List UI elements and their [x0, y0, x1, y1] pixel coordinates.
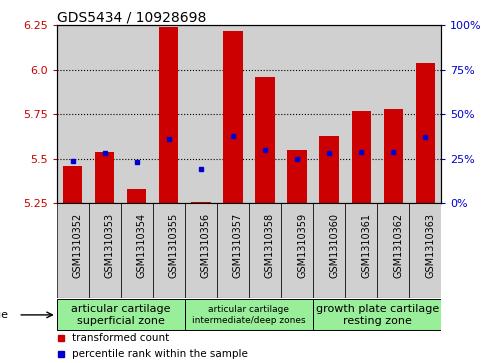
Bar [121, 25, 153, 203]
Bar [377, 25, 409, 203]
Text: articular cartilage
intermediate/deep zones: articular cartilage intermediate/deep zo… [192, 305, 306, 325]
Text: GSM1310355: GSM1310355 [169, 213, 179, 278]
Bar [281, 25, 313, 203]
Bar [377, 203, 409, 298]
Text: GSM1310361: GSM1310361 [361, 213, 371, 278]
Bar [416, 63, 435, 203]
Bar [63, 166, 82, 203]
Bar [313, 203, 345, 298]
Text: GSM1310354: GSM1310354 [137, 213, 147, 278]
Text: articular cartilage
superficial zone: articular cartilage superficial zone [71, 304, 171, 326]
Text: GSM1310352: GSM1310352 [73, 213, 83, 278]
Bar [57, 299, 185, 330]
Bar [153, 25, 185, 203]
Bar [409, 203, 441, 298]
Text: growth plate cartilage
resting zone: growth plate cartilage resting zone [316, 304, 439, 326]
Bar [352, 111, 371, 203]
Text: GSM1310358: GSM1310358 [265, 213, 275, 278]
Bar [217, 203, 249, 298]
Text: GSM1310362: GSM1310362 [393, 213, 403, 278]
Bar [409, 25, 441, 203]
Bar [223, 31, 243, 203]
Text: GSM1310353: GSM1310353 [105, 213, 115, 278]
Bar [313, 25, 345, 203]
Bar [127, 189, 146, 203]
Text: GDS5434 / 10928698: GDS5434 / 10928698 [57, 10, 206, 24]
Text: transformed count: transformed count [72, 333, 169, 343]
Bar [319, 136, 339, 203]
Bar [89, 203, 121, 298]
Bar [345, 203, 377, 298]
Bar [121, 203, 153, 298]
Bar [185, 299, 313, 330]
Bar [384, 109, 403, 203]
Bar [95, 152, 114, 203]
Bar [89, 25, 121, 203]
Bar [185, 25, 217, 203]
Bar [217, 25, 249, 203]
Bar [57, 203, 89, 298]
Bar [281, 203, 313, 298]
Text: tissue: tissue [0, 310, 8, 320]
Text: percentile rank within the sample: percentile rank within the sample [72, 348, 248, 359]
Bar [153, 203, 185, 298]
Bar [191, 201, 211, 203]
Bar [345, 25, 377, 203]
Bar [249, 25, 281, 203]
Bar [287, 150, 307, 203]
Bar [159, 27, 178, 203]
Text: GSM1310357: GSM1310357 [233, 213, 243, 278]
Bar [313, 299, 441, 330]
Text: GSM1310360: GSM1310360 [329, 213, 339, 278]
Bar [57, 25, 89, 203]
Text: GSM1310359: GSM1310359 [297, 213, 307, 278]
Bar [255, 77, 275, 203]
Text: GSM1310363: GSM1310363 [425, 213, 435, 278]
Text: GSM1310356: GSM1310356 [201, 213, 211, 278]
Bar [185, 203, 217, 298]
Bar [249, 203, 281, 298]
